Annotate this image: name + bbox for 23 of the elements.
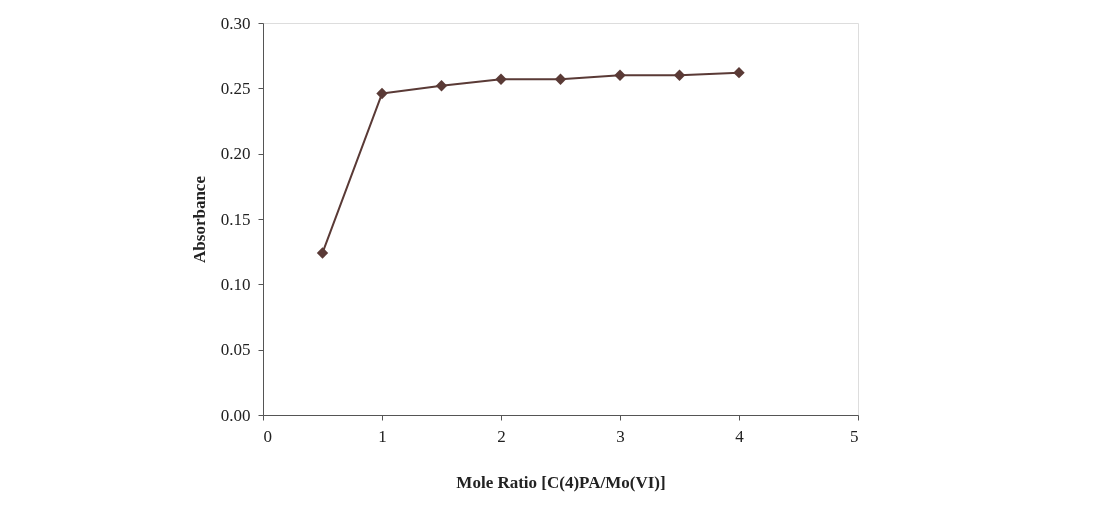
point (376, 87, 388, 100)
y-axis-title: Absorbance (189, 175, 209, 263)
y-tick-label: 0.30 (220, 13, 251, 33)
point (733, 66, 745, 79)
point (435, 80, 448, 92)
point (495, 73, 507, 85)
x-axis-title: Mole Ratio [C(4)PA/Mo(VI)] (456, 472, 666, 492)
x-tick-label: 5 (850, 426, 859, 446)
y-tick-label: 0.20 (220, 144, 251, 164)
x-tick-label: 0 (263, 426, 272, 446)
y-tick-label: 0.10 (220, 274, 251, 294)
x-tick-label: 1 (378, 426, 387, 446)
x-tick-label: 4 (735, 426, 745, 446)
point (316, 247, 329, 259)
y-tick-label: 0.00 (220, 405, 251, 425)
point (673, 69, 686, 81)
y-tick-label: 0.05 (220, 340, 251, 360)
point (614, 69, 626, 81)
x-tick-label: 3 (616, 426, 625, 446)
y-tick-label: 0.15 (220, 209, 251, 229)
x-tick-label: 2 (497, 426, 506, 446)
point (554, 73, 567, 85)
y-tick-label: 0.25 (220, 78, 251, 98)
